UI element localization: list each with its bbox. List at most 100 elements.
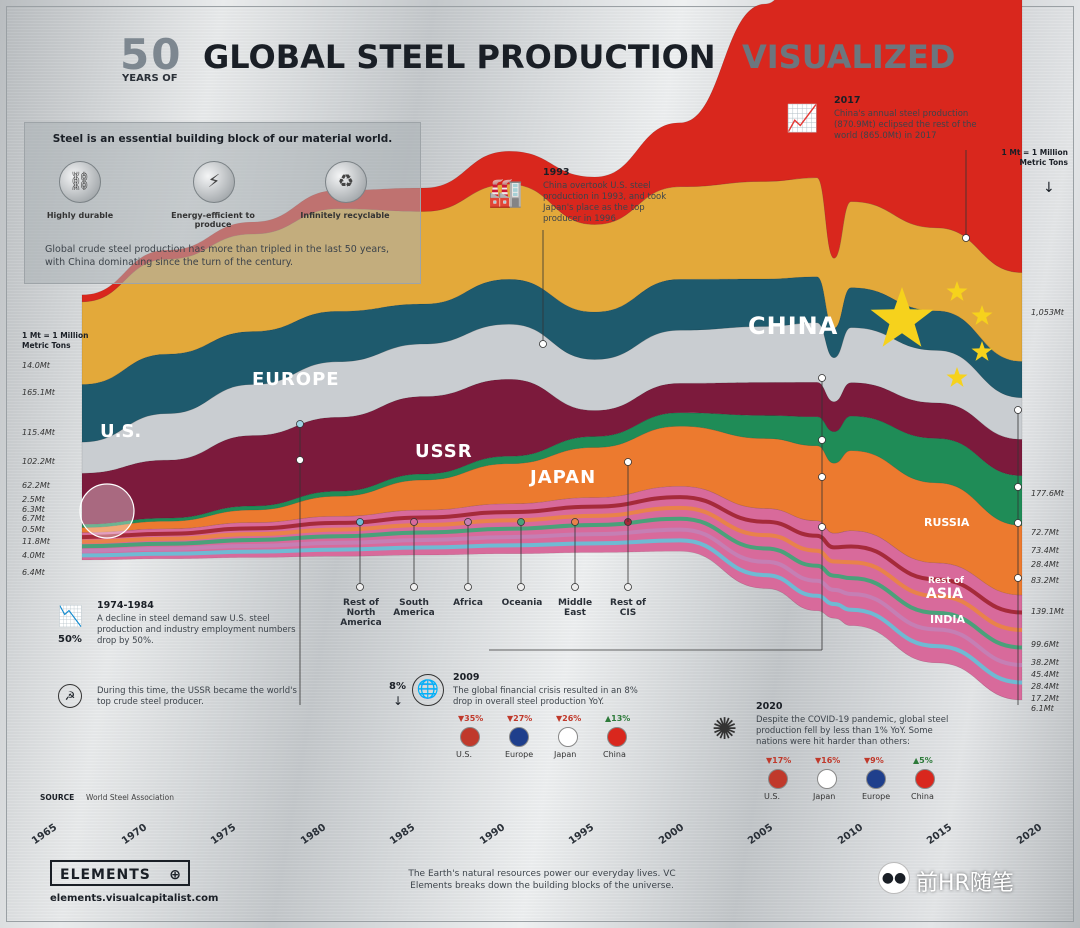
source-label: SOURCE — [40, 793, 75, 802]
callout-bottom-dot — [356, 583, 364, 591]
change-pct: ▼17% — [766, 756, 792, 765]
callout-bottom-dot — [571, 583, 579, 591]
area-layers — [81, 0, 1023, 701]
flag-icon — [768, 769, 788, 789]
annotation-1974-text: A decline in steel demand saw U.S. steel… — [97, 614, 296, 646]
marker-2017 — [962, 234, 970, 242]
marker-2020 — [1014, 519, 1022, 527]
site-url[interactable]: elements.visualcapitalist.com — [50, 893, 219, 904]
label-japan: JAPAN — [530, 467, 597, 488]
end-value-label: 177.6Mt — [1031, 489, 1064, 498]
label-ussr: USSR — [415, 441, 473, 462]
end-value-label: 139.1Mt — [1031, 607, 1064, 616]
marker-2020 — [1014, 483, 1022, 491]
change-pct: ▼35% — [458, 714, 484, 723]
country-name: Japan — [554, 750, 577, 759]
feature-label: Infinitely recyclable — [300, 211, 390, 220]
callout-africa: Africa — [453, 598, 483, 608]
feature-label: Highly durable — [46, 211, 114, 220]
growth-chart-icon: 📈 — [786, 104, 819, 134]
country-name: China — [911, 792, 934, 801]
marker-2020 — [1014, 406, 1022, 414]
start-value-label: 11.8Mt — [22, 537, 50, 546]
callout-top-dot — [356, 518, 364, 526]
annotation-2017-text: China's annual steel production (870.9Mt… — [834, 109, 977, 141]
unit-note-left: 1 Mt = 1 Million Metric Tons — [22, 331, 89, 350]
start-value-label: 102.2Mt — [22, 457, 55, 466]
annotation-2009-year: 2009 — [453, 672, 480, 683]
annotation-1974-year: 1974-1984 — [97, 600, 154, 611]
marker-ussr — [296, 456, 304, 464]
chain-link-icon: ⛓ — [59, 161, 101, 203]
small-region-stripe — [81, 495, 1023, 615]
label-india: INDIA — [930, 613, 966, 626]
elements-logo: ELEMENTS ⊕ — [50, 860, 190, 886]
callout-bottom-dot — [410, 583, 418, 591]
lightning-bolt-icon: ⚡ — [193, 161, 235, 203]
callout-top-dot — [517, 518, 525, 526]
flag-icon — [558, 727, 578, 747]
down-arrow-icon: ↓ — [393, 694, 404, 708]
annotation-2020-text: Despite the COVID-19 pandemic, global st… — [756, 715, 949, 747]
start-value-label: 14.0Mt — [22, 361, 50, 370]
watermark: 前HR随笔 — [916, 871, 1014, 896]
drop-badge: 8% — [389, 681, 406, 692]
factory-icon: 🏭 — [488, 176, 523, 209]
down-arrow-icon: ↓ — [1043, 180, 1055, 196]
marker-2009-china — [818, 374, 826, 382]
page-title-accent: VISUALIZED — [742, 38, 956, 76]
end-value-label: 99.6Mt — [1031, 640, 1059, 649]
flag-icon — [866, 769, 886, 789]
country-name: Europe — [862, 792, 891, 801]
label-russia: RUSSIA — [924, 516, 970, 529]
flag-icon — [915, 769, 935, 789]
flag-star-small-icon — [946, 367, 968, 387]
start-value-label: 6.3Mt — [22, 505, 45, 514]
globe-icon: 🌐 — [412, 674, 444, 706]
marker-2009-europe — [818, 436, 826, 444]
callout-top-dot — [464, 518, 472, 526]
start-value-label: 6.4Mt — [22, 568, 45, 577]
end-value-label: 28.4Mt — [1031, 560, 1059, 569]
start-value-label: 2.5Mt — [22, 495, 45, 504]
page-title: GLOBAL STEEL PRODUCTION — [203, 38, 716, 76]
years-of-label: YEARS OF — [122, 73, 178, 84]
annotation-2009-text: The global financial crisis resulted in … — [453, 686, 638, 707]
flag-star-small-icon — [946, 281, 968, 301]
callout-bottom-dot — [624, 583, 632, 591]
start-value-label: 115.4Mt — [22, 428, 55, 437]
country-name: Japan — [813, 792, 836, 801]
change-pct: ▼16% — [815, 756, 841, 765]
end-value-label: 73.4Mt — [1031, 546, 1059, 555]
unit-note-right: 1 Mt = 1 Million Metric Tons — [1001, 148, 1068, 167]
end-value-label: 83.2Mt — [1031, 576, 1059, 585]
start-value-label: 6.7Mt — [22, 514, 45, 523]
end-value-label: 1,053Mt — [1031, 308, 1064, 317]
callout-bottom-dot — [464, 583, 472, 591]
annotation-1993-text: China overtook U.S. steel production in … — [543, 181, 667, 224]
end-value-label: 38.2Mt — [1031, 658, 1059, 667]
country-name: U.S. — [456, 750, 473, 759]
flag-star-small-icon — [971, 341, 993, 361]
flag-icon — [460, 727, 480, 747]
big-number: 50 — [120, 30, 183, 79]
change-pct: ▼9% — [864, 756, 884, 765]
flag-star-large-icon — [870, 287, 934, 347]
logo-mark-icon: ⊕ — [169, 867, 182, 883]
callout-top-dot — [410, 518, 418, 526]
chart-overlay — [79, 150, 1022, 705]
recycle-icon: ♻ — [325, 161, 367, 203]
start-value-label: 165.1Mt — [22, 388, 55, 397]
zoom-circle — [79, 483, 135, 539]
small-region-stripe — [81, 505, 1023, 632]
start-value-label: 4.0Mt — [22, 551, 45, 560]
wechat-icon: ●● — [878, 862, 910, 894]
end-value-label: 6.1Mt — [1031, 704, 1054, 713]
flag-icon — [817, 769, 837, 789]
marker-1993 — [539, 340, 547, 348]
flag-icon — [607, 727, 627, 747]
change-pct: ▼26% — [556, 714, 582, 723]
label-europe: EUROPE — [252, 369, 340, 390]
marker-2009-us — [818, 473, 826, 481]
annotation-ussr-text: During this time, the USSR became the wo… — [97, 686, 297, 707]
